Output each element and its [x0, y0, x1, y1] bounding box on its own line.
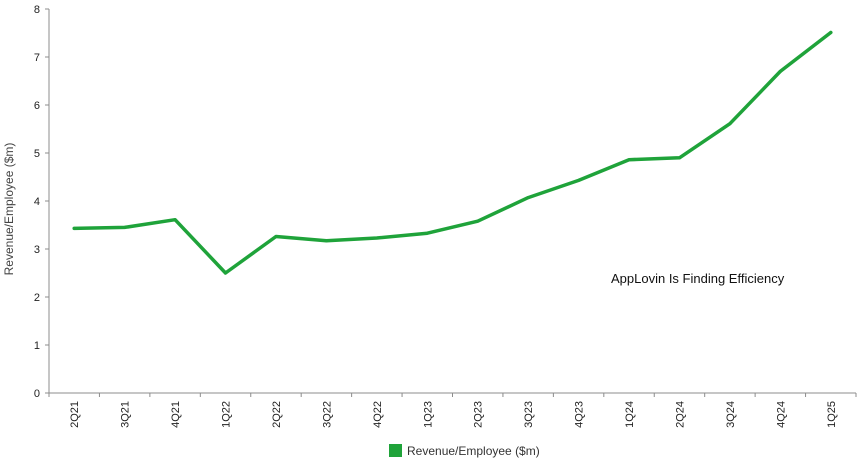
data-point [526, 196, 530, 200]
x-tick-label: 3Q24 [725, 401, 737, 428]
y-tick-label: 1 [34, 340, 40, 352]
x-tick-label: 3Q23 [523, 401, 535, 428]
x-tick-label: 3Q22 [321, 401, 333, 428]
x-tick-label: 4Q21 [170, 401, 182, 428]
data-point [123, 225, 127, 229]
x-tick-label: 1Q22 [221, 401, 233, 428]
data-point [274, 235, 278, 239]
data-point [476, 219, 480, 223]
y-tick-label: 4 [34, 196, 40, 208]
y-tick-label: 8 [34, 4, 40, 16]
y-tick-label: 2 [34, 292, 40, 304]
data-point [627, 158, 631, 162]
legend-label: Revenue/Employee ($m) [407, 444, 540, 458]
y-axis-title: Revenue/Employee ($m) [2, 143, 16, 276]
data-point [72, 226, 76, 230]
x-axis: 2Q21 3Q21 4Q21 1Q22 2Q22 3Q22 4Q22 1Q23 2Q23 3Q23… [48, 392, 857, 428]
legend-swatch [389, 444, 402, 457]
data-point [324, 239, 328, 243]
y-tick-label: 0 [34, 388, 40, 400]
series-line [72, 30, 833, 275]
y-tick-label: 5 [34, 148, 40, 160]
x-tick-label: 1Q23 [422, 401, 434, 428]
y-axis: 0 1 2 3 4 5 6 7 8 [34, 4, 50, 400]
chart-annotation: AppLovin Is Finding Efficiency [611, 271, 785, 286]
x-tick-label: 4Q23 [574, 401, 586, 428]
legend: Revenue/Employee ($m) [389, 444, 540, 458]
y-tick-label: 3 [34, 244, 40, 256]
x-tick-label: 3Q21 [120, 401, 132, 428]
x-tick-label: 2Q21 [69, 401, 81, 428]
x-tick-label: 4Q22 [372, 401, 384, 428]
data-point [829, 31, 833, 35]
x-tick-label: 1Q25 [826, 401, 838, 428]
data-point [375, 236, 379, 240]
data-point [224, 271, 228, 275]
data-point [677, 156, 681, 160]
data-point [425, 231, 429, 235]
data-point [778, 69, 782, 73]
x-tick-label: 2Q22 [271, 401, 283, 428]
x-tick-label: 1Q24 [624, 401, 636, 428]
y-tick-label: 7 [34, 52, 40, 64]
data-point [577, 178, 581, 182]
y-tick-label: 6 [34, 100, 40, 112]
series-layer [72, 30, 833, 275]
data-point [173, 218, 177, 222]
x-tick-label: 2Q24 [674, 401, 686, 428]
x-tick-label: 4Q24 [775, 401, 787, 428]
x-tick-label: 2Q23 [473, 401, 485, 428]
data-point [728, 122, 732, 126]
